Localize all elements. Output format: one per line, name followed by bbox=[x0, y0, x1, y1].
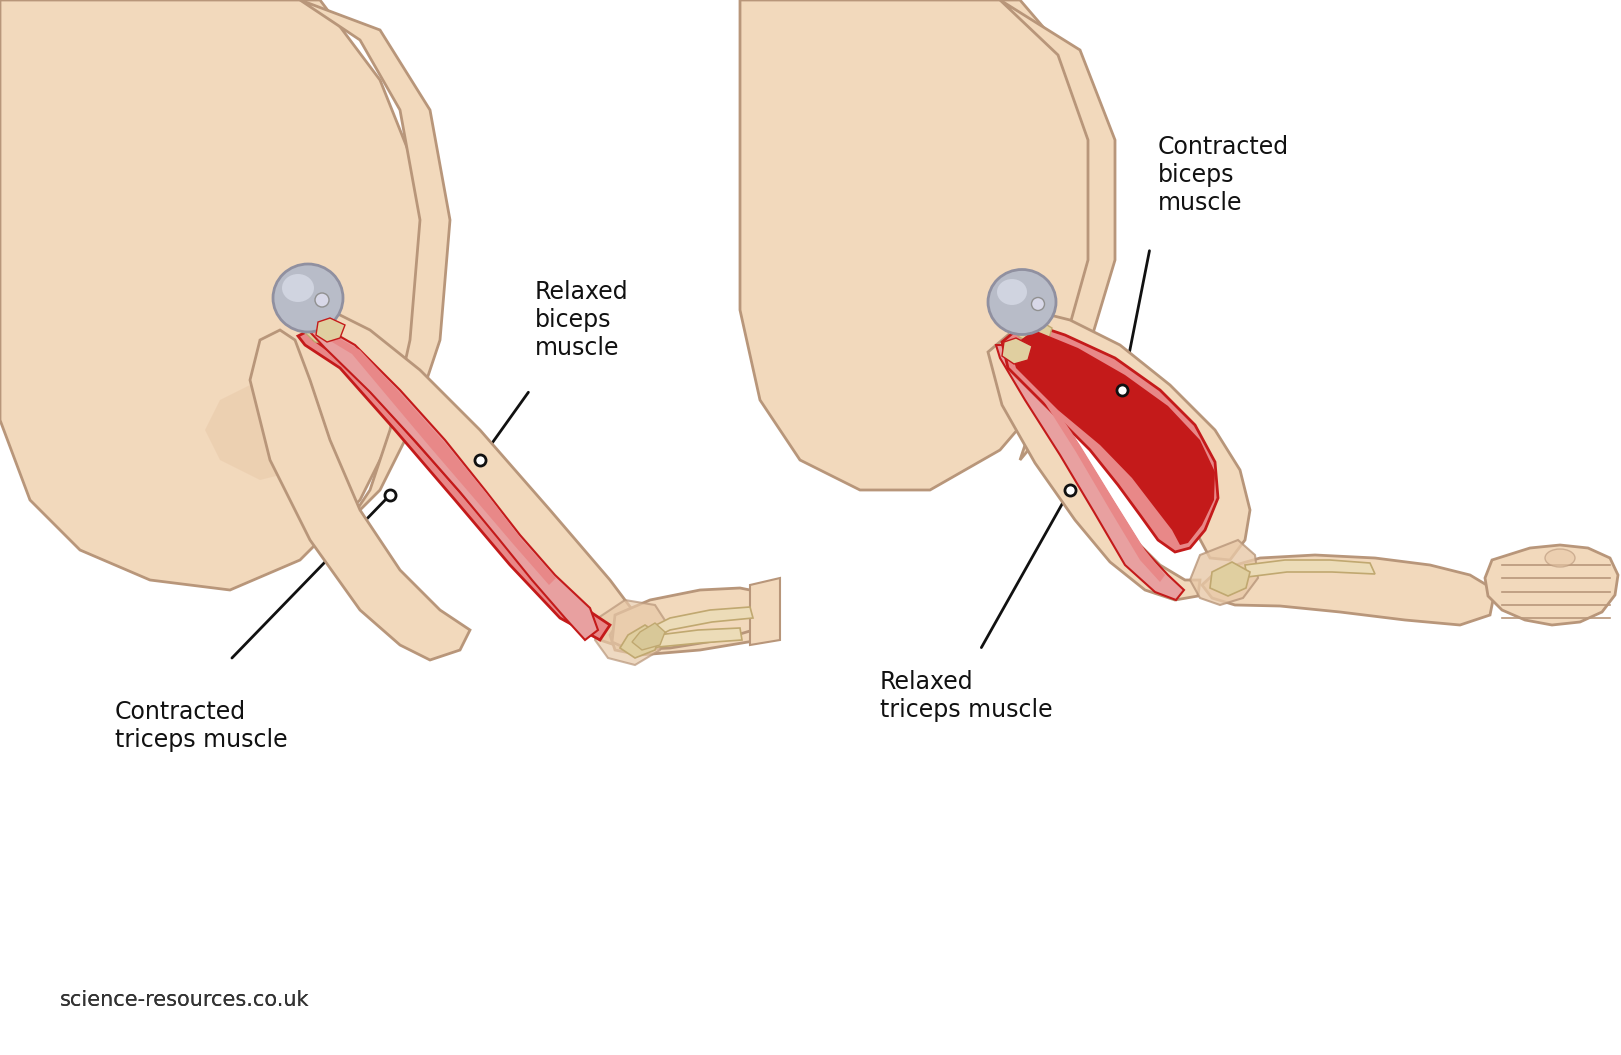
Polygon shape bbox=[995, 345, 1183, 600]
Polygon shape bbox=[1002, 322, 1217, 552]
Polygon shape bbox=[302, 315, 340, 345]
Polygon shape bbox=[310, 310, 650, 650]
Polygon shape bbox=[650, 607, 754, 640]
Polygon shape bbox=[1018, 310, 1250, 560]
Polygon shape bbox=[1010, 330, 1216, 545]
Polygon shape bbox=[1000, 0, 1115, 460]
Ellipse shape bbox=[272, 264, 344, 332]
Polygon shape bbox=[1485, 545, 1618, 625]
Polygon shape bbox=[595, 600, 668, 665]
Text: science-resources.co.uk: science-resources.co.uk bbox=[60, 990, 310, 1010]
Ellipse shape bbox=[1031, 298, 1044, 310]
Ellipse shape bbox=[997, 279, 1028, 305]
Polygon shape bbox=[300, 0, 451, 520]
Polygon shape bbox=[310, 325, 598, 640]
Polygon shape bbox=[751, 578, 780, 645]
Polygon shape bbox=[1018, 318, 1052, 345]
Polygon shape bbox=[316, 318, 345, 342]
Polygon shape bbox=[609, 605, 770, 655]
Polygon shape bbox=[323, 332, 556, 586]
Polygon shape bbox=[1002, 338, 1033, 364]
Ellipse shape bbox=[1545, 549, 1576, 567]
Polygon shape bbox=[250, 330, 470, 660]
Ellipse shape bbox=[314, 293, 329, 307]
Polygon shape bbox=[298, 330, 609, 640]
Polygon shape bbox=[1012, 350, 1165, 582]
Text: Contracted
biceps
muscle: Contracted biceps muscle bbox=[1157, 135, 1289, 215]
Polygon shape bbox=[741, 0, 1110, 490]
Text: Contracted
triceps muscle: Contracted triceps muscle bbox=[115, 701, 287, 752]
Text: science-resources.co.uk: science-resources.co.uk bbox=[60, 990, 310, 1010]
Polygon shape bbox=[1245, 560, 1375, 577]
Polygon shape bbox=[989, 335, 1200, 600]
Ellipse shape bbox=[282, 274, 314, 302]
Polygon shape bbox=[619, 625, 660, 658]
Text: Relaxed
biceps
muscle: Relaxed biceps muscle bbox=[535, 281, 629, 360]
Polygon shape bbox=[613, 588, 775, 650]
Polygon shape bbox=[1190, 540, 1258, 605]
Polygon shape bbox=[1209, 562, 1250, 596]
Text: Relaxed
triceps muscle: Relaxed triceps muscle bbox=[880, 670, 1052, 722]
Polygon shape bbox=[639, 628, 742, 653]
Polygon shape bbox=[1203, 555, 1495, 625]
Polygon shape bbox=[204, 380, 319, 480]
Polygon shape bbox=[632, 624, 665, 650]
Polygon shape bbox=[311, 338, 585, 618]
Polygon shape bbox=[0, 0, 430, 590]
Ellipse shape bbox=[989, 269, 1055, 334]
